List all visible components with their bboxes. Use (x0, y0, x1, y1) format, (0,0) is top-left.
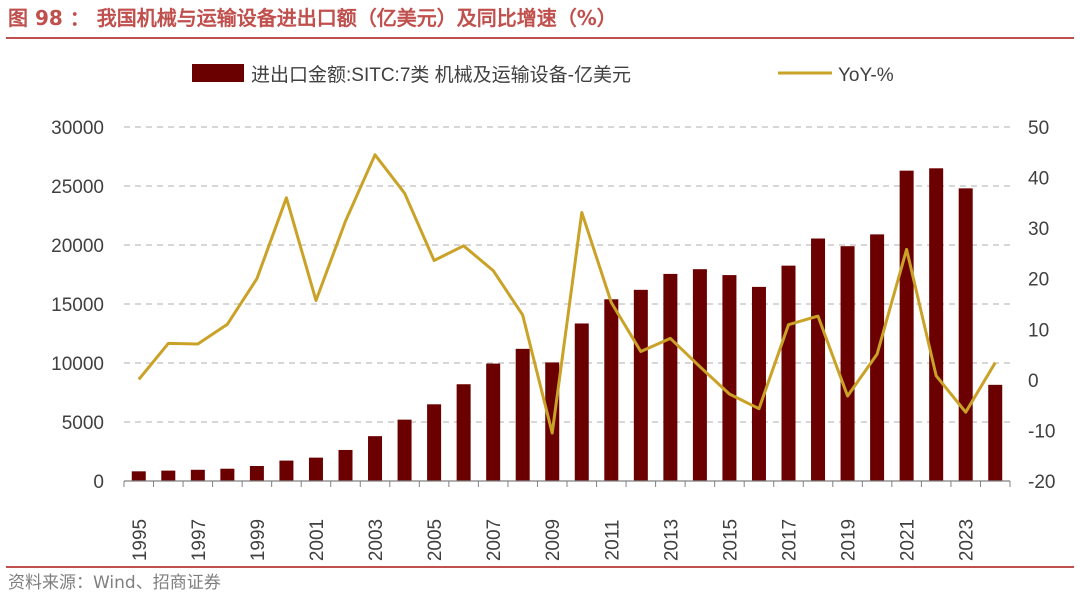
y-tick-label: 30000 (51, 118, 104, 139)
y-tick-label: 10000 (51, 354, 104, 375)
bar (456, 384, 471, 481)
x-tick-label: 2001 (307, 519, 328, 561)
bar (811, 238, 826, 481)
y-tick-label: 20000 (51, 236, 104, 257)
bar (958, 188, 973, 482)
source-note: 资料来源：Wind、招商证券 (8, 573, 221, 593)
bar (899, 170, 914, 481)
bar (190, 469, 205, 481)
x-tick-label: 2013 (661, 519, 682, 561)
bar (486, 363, 501, 481)
legend-label-line: YoY-% (838, 65, 894, 86)
bar (692, 269, 707, 481)
x-tick-label: 2019 (839, 519, 860, 561)
bar (220, 468, 235, 481)
x-tick-label: 2023 (957, 519, 978, 561)
bar (604, 299, 619, 481)
bar (988, 384, 1003, 481)
y-tick-label: 15000 (51, 295, 104, 316)
bar (781, 265, 796, 481)
y2-tick-label: 10 (1028, 320, 1049, 341)
bar (131, 471, 146, 481)
bar (929, 168, 944, 482)
y2-tick-label: 0 (1028, 371, 1039, 392)
legend-swatch-bar (192, 64, 244, 82)
bar (249, 466, 264, 481)
bar (397, 419, 412, 481)
yoy-line (137, 153, 997, 435)
figure-title: 图 98 ： 我国机械与运输设备进出口额（亿美元）及同比增速（%） (8, 6, 617, 30)
y-tick-label: 0 (93, 472, 104, 493)
bar (161, 470, 176, 481)
x-tick-label: 2015 (720, 519, 741, 561)
y2-tick-label: 40 (1028, 169, 1049, 190)
y-tick-label: 5000 (62, 413, 104, 434)
bar (338, 449, 353, 481)
y-tick-label: 25000 (51, 177, 104, 198)
x-tick-label: 1995 (130, 519, 151, 561)
x-tick-label: 2017 (780, 519, 801, 561)
x-tick-label: 1997 (189, 519, 210, 561)
bar (427, 404, 442, 481)
bar (722, 275, 737, 481)
bar (308, 457, 323, 481)
x-tick-label: 2007 (484, 519, 505, 561)
bar (751, 286, 766, 481)
title-rule (6, 37, 1074, 39)
bar (870, 234, 885, 481)
footer-rule (6, 566, 1074, 568)
bar (279, 460, 294, 481)
legend-label-bar: 进出口金额:SITC:7类 机械及运输设备-亿美元 (251, 64, 631, 86)
x-tick-label: 1999 (248, 519, 269, 561)
y2-tick-label: 20 (1028, 270, 1049, 291)
x-tick-label: 2009 (543, 519, 564, 561)
bar (633, 289, 648, 481)
y2-tick-label: -20 (1028, 472, 1055, 493)
y2-tick-label: 50 (1028, 118, 1049, 139)
bar (663, 273, 678, 481)
bar (515, 348, 530, 481)
x-tick-label: 2005 (425, 519, 446, 561)
x-tick-label: 2011 (602, 520, 623, 561)
bar (368, 436, 383, 481)
x-tick-label: 2003 (366, 519, 387, 561)
x-tick-label: 2021 (898, 519, 919, 561)
y2-tick-label: -10 (1028, 421, 1055, 442)
bar (574, 323, 589, 481)
bar (840, 246, 855, 481)
y2-tick-label: 30 (1028, 219, 1049, 240)
